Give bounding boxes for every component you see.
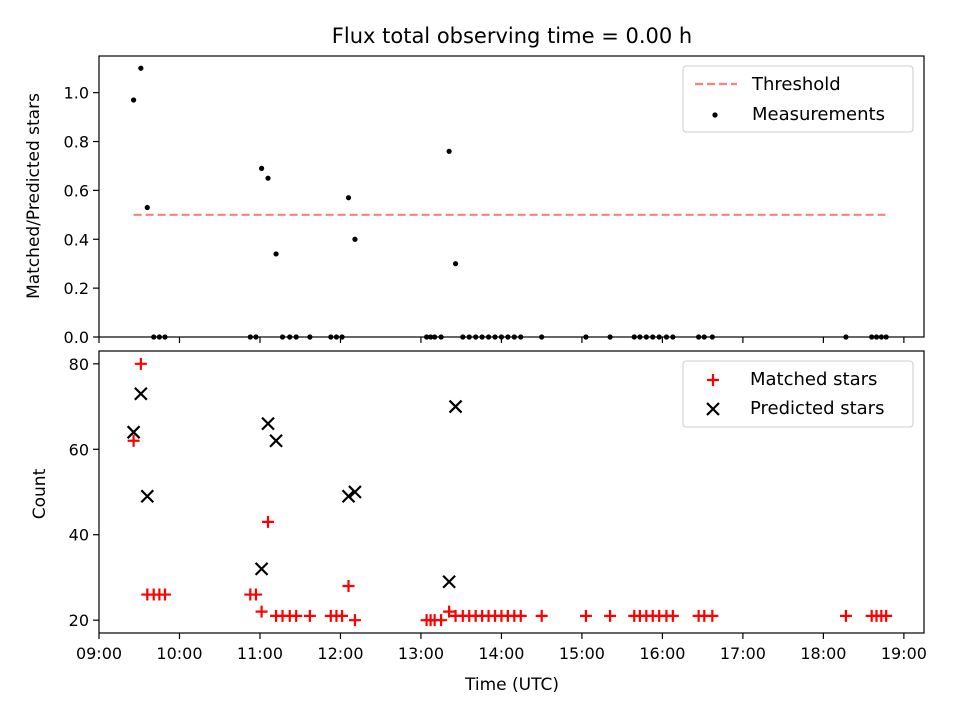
- bottom-axes-frame: [98, 350, 925, 634]
- top-y-tick-label: 0.6: [64, 181, 89, 200]
- bottom-y-axis-label: Count: [30, 468, 50, 519]
- predicted-star-point: [269, 433, 283, 448]
- matched-star-point: [249, 588, 262, 601]
- matched-star-point: [666, 609, 679, 622]
- predicted-star-point: [448, 399, 463, 414]
- bottom-y-tick-label: 60: [69, 440, 89, 459]
- measurement-point: [345, 195, 352, 201]
- bottom-y-tick-label: 80: [69, 355, 89, 374]
- measurement-point: [446, 148, 452, 154]
- bottom-x-tick-label: 14:00: [478, 644, 524, 663]
- bottom-plot-area: 20 40 60 80 09:00 10:00 11:00 12:00 13:00 14:00 15…: [69, 355, 927, 663]
- bottom-x-tick-label: 11:00: [237, 644, 283, 663]
- measurement-point: [258, 165, 265, 171]
- measurement-point: [265, 175, 271, 181]
- measurement-point: [273, 251, 279, 257]
- bottom-x-tick-label: 15:00: [559, 644, 605, 663]
- matched-star-point: [262, 515, 275, 528]
- legend-matched-swatch: [707, 374, 719, 386]
- top-plot-area: 0.0 0.2 0.4 0.6 0.8 1.0: [64, 65, 905, 347]
- matched-star-point: [706, 609, 719, 622]
- top-y-tick-label: 0.8: [64, 133, 89, 152]
- matched-star-point: [435, 614, 448, 627]
- top-y-tick-label: 0.4: [64, 230, 89, 249]
- matched-star-point: [880, 609, 893, 622]
- top-y-tick-label: 1.0: [64, 84, 89, 103]
- predicted-star-point: [442, 574, 456, 589]
- matched-star-point: [535, 609, 548, 622]
- matched-star-point: [839, 609, 852, 622]
- measurement-point: [131, 97, 137, 103]
- top-legend: Threshold Measurements: [682, 65, 914, 133]
- top-legend-box: [682, 65, 914, 133]
- matched-star-point: [255, 605, 268, 618]
- bottom-x-tick-label: 18:00: [800, 644, 846, 663]
- matched-star-point: [443, 605, 456, 618]
- legend-threshold-label: Threshold: [751, 74, 841, 95]
- legend-predicted-swatch: [706, 402, 720, 416]
- matched-star-point: [579, 609, 592, 622]
- matched-star-point: [134, 357, 147, 370]
- bottom-x-tick-label: 13:00: [398, 644, 444, 663]
- matched-star-point: [514, 609, 527, 622]
- top-chart-title: Flux total observing time = 0.00 h: [332, 24, 692, 48]
- bottom-y-tick-label: 20: [69, 611, 89, 630]
- top-y-axis-label: Matched/Predicted stars: [24, 93, 44, 299]
- bottom-x-tick-label: 19:00: [881, 644, 927, 663]
- bottom-x-tick-label: 09:00: [76, 644, 122, 663]
- matched-star-point: [604, 609, 617, 622]
- measurement-point: [144, 204, 150, 211]
- predicted-star-point: [261, 416, 275, 431]
- bottom-x-tick-label: 10:00: [156, 644, 202, 663]
- top-axes-frame: [98, 55, 925, 338]
- matched-star-point: [290, 609, 303, 622]
- matched-star-point: [127, 434, 140, 447]
- predicted-star-point: [140, 489, 155, 504]
- bottom-x-tick-label: 16:00: [639, 644, 685, 663]
- matched-star-point: [336, 609, 349, 622]
- predicted-star-point: [341, 489, 356, 504]
- legend-measurements-label: Measurements: [752, 104, 885, 125]
- legend-matched-label: Matched stars: [750, 369, 877, 390]
- bottom-y-tick-label: 40: [69, 526, 89, 545]
- bottom-x-tick-label: 12:00: [317, 644, 363, 663]
- predicted-star-point: [254, 562, 269, 576]
- top-y-tick-label: 0.2: [64, 279, 89, 298]
- bottom-x-axis-label: Time (UTC): [464, 675, 559, 695]
- matched-star-point: [159, 588, 171, 601]
- matched-star-point: [342, 580, 355, 592]
- bottom-legend: Matched stars Predicted stars: [682, 360, 914, 428]
- measurement-point: [352, 236, 358, 242]
- matched-star-point: [303, 609, 316, 622]
- legend-measurements-swatch: [712, 112, 718, 118]
- bottom-legend-box: [682, 360, 914, 428]
- measurement-point: [138, 65, 144, 71]
- bottom-x-tick-label: 17:00: [720, 644, 766, 663]
- matched-star-point: [348, 614, 361, 627]
- measurement-point: [452, 261, 459, 267]
- predicted-star-point: [134, 386, 148, 401]
- legend-predicted-label: Predicted stars: [750, 398, 884, 419]
- predicted-star-point: [126, 425, 141, 439]
- predicted-star-point: [348, 485, 362, 499]
- top-y-tick-label: 0.0: [64, 328, 89, 347]
